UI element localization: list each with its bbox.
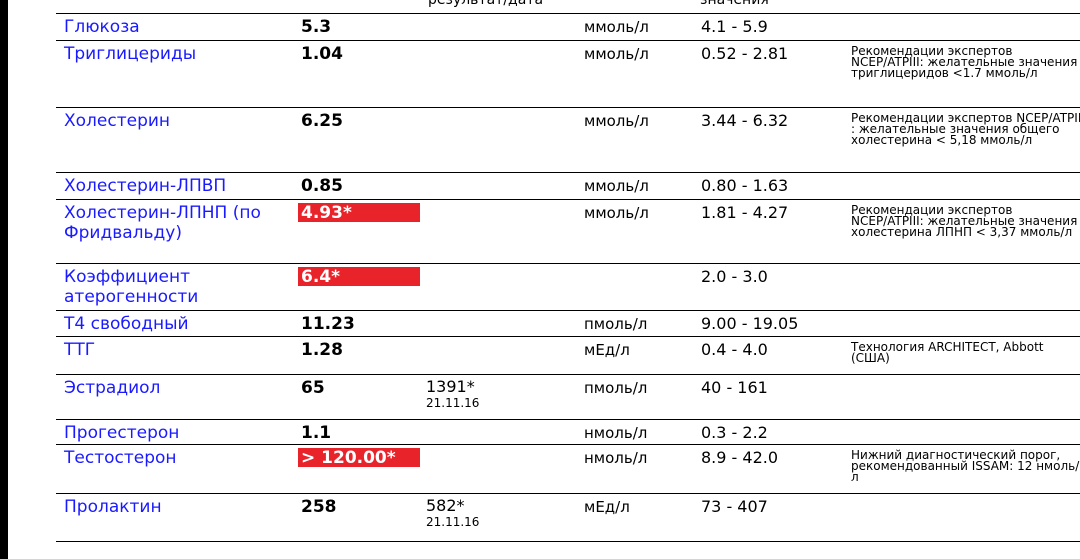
table-row: Глюкоза 5.3 ммоль/л 4.1 - 5.9 <box>56 13 1080 40</box>
unit: пмоль/л <box>584 379 648 397</box>
reference-range: 0.3 - 2.2 <box>701 423 768 442</box>
result-value-flagged: 4.93* <box>298 203 420 223</box>
test-name[interactable]: Коэффициент атерогенности <box>64 267 199 307</box>
table-row: Прогестерон 1.1 нмоль/л 0.3 - 2.2 <box>56 419 1080 444</box>
test-name[interactable]: Пролактин <box>64 497 162 517</box>
reference-range: 0.4 - 4.0 <box>701 340 768 359</box>
unit: нмоль/л <box>584 424 648 442</box>
result-value: 1.1 <box>301 423 332 443</box>
unit: мЕд/л <box>584 498 630 516</box>
results-table: Глюкоза 5.3 ммоль/л 4.1 - 5.9 Триглицери… <box>56 13 1080 542</box>
reference-range: 4.1 - 5.9 <box>701 17 768 36</box>
test-name[interactable]: Холестерин-ЛПНП (по Фридвальду) <box>64 203 261 243</box>
unit: пмоль/л <box>584 315 648 333</box>
table-row: Холестерин 6.25 ммоль/л 3.44 - 6.32 Реко… <box>56 107 1080 172</box>
result-value: 1.04 <box>301 44 343 64</box>
previous-date: 21.11.16 <box>426 515 480 529</box>
unit: ммоль/л <box>584 18 649 36</box>
unit: ммоль/л <box>584 204 649 222</box>
result-value: 65 <box>301 378 325 398</box>
table-row: Холестерин-ЛПВП 0.85 ммоль/л 0.80 - 1.63 <box>56 172 1080 199</box>
result-value: 258 <box>301 497 337 517</box>
previous-result: 1391* 21.11.16 <box>426 377 566 410</box>
table-row: Т4 свободный 11.23 пмоль/л 9.00 - 19.05 <box>56 310 1080 336</box>
test-name[interactable]: Т4 свободный <box>64 314 189 334</box>
previous-value: 1391* <box>426 377 475 396</box>
test-name[interactable]: Тестостерон <box>64 448 177 468</box>
comment: Рекомендации экспертов NCEP/ATPIII: жела… <box>851 203 1078 239</box>
reference-range: 2.0 - 3.0 <box>701 267 768 286</box>
unit: ммоль/л <box>584 112 649 130</box>
result-value: 5.3 <box>301 17 332 37</box>
reference-range: 73 - 407 <box>701 497 768 516</box>
comment: Технология ARCHITECT, Abbott (США) <box>851 340 1044 365</box>
test-name[interactable]: Триглицериды <box>64 44 197 64</box>
left-edge-bar <box>0 0 8 559</box>
table-row: Пролактин 258 582* 21.11.16 мЕд/л 73 - 40… <box>56 493 1080 541</box>
result-value: 0.85 <box>301 176 343 196</box>
reference-range: 9.00 - 19.05 <box>701 314 799 333</box>
table-row: Коэффициент атерогенности 6.4* 2.0 - 3.0 <box>56 263 1080 310</box>
previous-date: 21.11.16 <box>426 396 480 410</box>
previous-value: 582* <box>426 496 465 515</box>
reference-range: 3.44 - 6.32 <box>701 111 789 130</box>
reference-range: 0.52 - 2.81 <box>701 44 789 63</box>
result-value-flagged: 6.4* <box>298 267 420 287</box>
test-name[interactable]: Холестерин <box>64 111 171 131</box>
unit: ммоль/л <box>584 45 649 63</box>
test-name[interactable]: Холестерин-ЛПВП <box>64 176 227 196</box>
reference-range: 0.80 - 1.63 <box>701 176 789 195</box>
test-name[interactable]: ТТГ <box>64 340 96 360</box>
previous-result: 582* 21.11.16 <box>426 496 566 529</box>
comment: Нижний диагностический порог, рекомендов… <box>851 448 1080 484</box>
result-value: 6.25 <box>301 111 343 131</box>
test-name[interactable]: Эстрадиол <box>64 378 161 398</box>
table-row: Холестерин-ЛПНП (по Фридвальду) 4.93* мм… <box>56 199 1080 263</box>
table-row: Триглицериды 1.04 ммоль/л 0.52 - 2.81 Ре… <box>56 40 1080 107</box>
header-result-date: результат/дата <box>428 0 544 8</box>
test-name[interactable]: Прогестерон <box>64 423 180 443</box>
table-row: Тестостерон > 120.00* нмоль/л 8.9 - 42.0… <box>56 444 1080 493</box>
test-name[interactable]: Глюкоза <box>64 17 140 37</box>
result-value: 1.28 <box>301 340 343 360</box>
unit: ммоль/л <box>584 177 649 195</box>
reference-range: 8.9 - 42.0 <box>701 448 779 467</box>
table-bottom-border <box>56 541 1080 542</box>
reference-range: 1.81 - 4.27 <box>701 203 789 222</box>
unit: мЕд/л <box>584 341 630 359</box>
header-reference: значения <box>700 0 769 8</box>
reference-range: 40 - 161 <box>701 378 768 397</box>
result-value: 11.23 <box>301 314 355 334</box>
comment: Рекомендации экспертов NCEP/ATPIII : жел… <box>851 111 1080 147</box>
table-row: ТТГ 1.28 мЕд/л 0.4 - 4.0 Технология ARCH… <box>56 336 1080 374</box>
unit: нмоль/л <box>584 449 648 467</box>
comment: Рекомендации экспертов NCEP/ATPIII: жела… <box>851 44 1078 80</box>
result-value-flagged: > 120.00* <box>298 448 420 468</box>
table-row: Эстрадиол 65 1391* 21.11.16 пмоль/л 40 - … <box>56 374 1080 419</box>
